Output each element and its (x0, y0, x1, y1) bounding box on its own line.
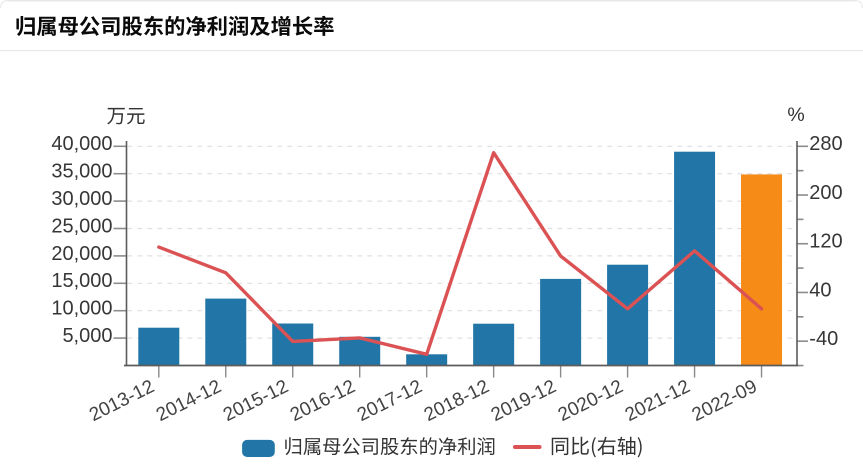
svg-text:40,000: 40,000 (51, 133, 112, 155)
svg-text:-40: -40 (809, 328, 838, 350)
svg-text:25,000: 25,000 (51, 215, 112, 237)
svg-text:15,000: 15,000 (51, 270, 112, 292)
svg-text:5,000: 5,000 (62, 325, 112, 347)
svg-text:%: % (787, 104, 804, 126)
svg-text:10,000: 10,000 (51, 298, 112, 320)
svg-text:20,000: 20,000 (51, 243, 112, 265)
svg-text:40: 40 (809, 279, 831, 301)
svg-text:120: 120 (809, 231, 842, 253)
svg-text:280: 280 (809, 133, 842, 155)
svg-text:35,000: 35,000 (51, 161, 112, 183)
svg-text:30,000: 30,000 (51, 188, 112, 210)
svg-text:200: 200 (809, 182, 842, 204)
